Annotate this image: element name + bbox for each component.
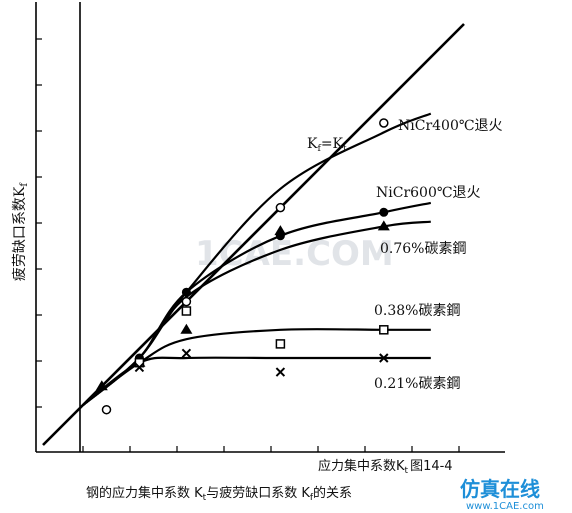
data-points: [95, 118, 390, 415]
x-ticks: [82, 446, 460, 452]
data-point-0-0: [101, 404, 112, 415]
watermark-faint: 1CAE.COM: [195, 234, 394, 274]
data-point-0-3: [275, 202, 286, 213]
data-point-4-3: [379, 353, 389, 363]
data-point-2-0: [95, 380, 108, 391]
data-point-0-2: [181, 296, 192, 307]
data-point-3-3: [379, 325, 389, 335]
x-axis-label: 应力集中系数Kt 图14-4: [318, 458, 453, 476]
watermark-site: www.1CAE.com: [466, 501, 544, 512]
y-ticks: [36, 38, 42, 408]
data-point-3-2: [275, 339, 286, 349]
series-label-076-carbon: 0.76%碳素鋼: [380, 241, 466, 257]
watermark-brand: 仿真在线: [460, 477, 540, 501]
data-point-4-2: [275, 367, 286, 377]
series-label-038-carbon: 0.38%碳素鋼: [374, 303, 460, 319]
data-point-4-0: [134, 362, 145, 373]
y-axis-label: 疲劳缺口系数Kf: [11, 182, 30, 281]
data-point-2-4: [377, 220, 390, 231]
data-point-1-3: [379, 207, 389, 217]
data-point-3-1: [181, 306, 192, 316]
series-label-021-carbon: 0.21%碳素鋼: [374, 376, 460, 392]
reference-line-kf-kt: [42, 23, 465, 446]
series-label-nicr600: NiCr600℃退火: [376, 185, 481, 201]
data-point-1-1: [181, 287, 191, 297]
data-point-4-1: [181, 348, 192, 359]
series-label-nicr400: NiCr400℃退火: [398, 118, 503, 134]
data-point-2-2: [180, 323, 193, 334]
data-point-2-3: [274, 225, 287, 236]
data-point-0-4: [379, 118, 389, 128]
figure-caption: 钢的应力集中系数 Kt与疲劳缺口系数 Kf的关系: [86, 485, 352, 503]
reference-line-label: Kf=Kt: [307, 136, 347, 154]
reference-line: [42, 23, 465, 446]
